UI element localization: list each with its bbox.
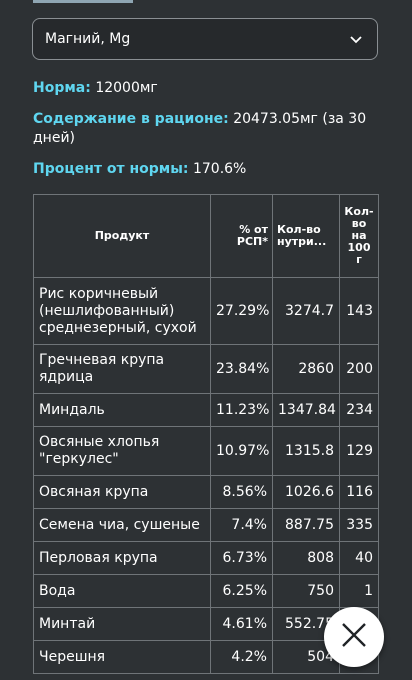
norm-line: Норма: 12000мг — [33, 79, 378, 98]
percent-line: Процент от нормы: 170.6% — [33, 160, 378, 179]
table-row: Миндаль 11.23% 1347.84 234 — [33, 393, 379, 427]
products-table: Продукт % от РСП* Кол-во нутри... Кол-во на… — [33, 194, 379, 674]
table-row: Овсяная крупа 8.56% 1026.6 116 — [33, 475, 379, 509]
nutrient-amount: 808 — [272, 541, 340, 575]
table-header-row: Продукт % от РСП* Кол-во нутри... Кол-во на… — [33, 194, 379, 278]
header-product[interactable]: Продукт — [33, 194, 211, 278]
nutrient-amount: 887.75 — [272, 508, 340, 542]
nutrient-amount: 1315.8 — [272, 426, 340, 476]
table-row: Семена чиа, сушеные 7.4% 887.75 335 — [33, 508, 379, 542]
amount-per-100g: 40 — [339, 541, 379, 575]
header-rsp-percent[interactable]: % от РСП* — [210, 194, 273, 278]
norm-value: 12000мг — [95, 80, 158, 96]
close-icon — [341, 622, 367, 652]
header-nutrient-amount[interactable]: Кол-во нутри... — [272, 194, 340, 278]
nutrient-amount: 1026.6 — [272, 475, 340, 509]
table-row: Гречневая крупа ядрица 23.84% 2860 200 — [33, 344, 379, 394]
rsp-percent: 10.97% — [210, 426, 273, 476]
product-name: Минтай — [33, 607, 211, 641]
rsp-percent: 11.23% — [210, 393, 273, 427]
amount-per-100g: 335 — [339, 508, 379, 542]
product-name: Миндаль — [33, 393, 211, 427]
rsp-percent: 7.4% — [210, 508, 273, 542]
amount-per-100g: 200 — [339, 344, 379, 394]
rsp-percent: 27.29% — [210, 277, 273, 345]
tab-indicator — [33, 0, 133, 3]
rsp-percent: 23.84% — [210, 344, 273, 394]
nutrient-amount: 1347.84 — [272, 393, 340, 427]
product-name: Вода — [33, 574, 211, 608]
table-row: Черешня 4.2% 504 — [33, 640, 379, 674]
product-name: Овсяные хлопья "геркулес" — [33, 426, 211, 476]
amount-per-100g: 129 — [339, 426, 379, 476]
percent-value: 170.6% — [192, 161, 247, 177]
product-name: Семена чиа, сушеные — [33, 508, 211, 542]
table-row: Рис коричневый (нешлифованный) среднезер… — [33, 277, 379, 345]
table-row: Овсяные хлопья "геркулес" 10.97% 1315.8 … — [33, 426, 379, 476]
rsp-percent: 4.61% — [210, 607, 273, 641]
amount-per-100g: 143 — [339, 277, 379, 345]
amount-per-100g: 1 — [339, 574, 379, 608]
close-button[interactable] — [324, 607, 384, 667]
nutrient-amount: 750 — [272, 574, 340, 608]
header-amount-per-100g[interactable]: Кол-во на 100 г — [339, 194, 379, 278]
content-line: Содержание в рационе: 20473.05мг (за 30 … — [33, 110, 378, 148]
nutrient-select[interactable]: Магний, Mg — [32, 18, 378, 60]
rsp-percent: 4.2% — [210, 640, 273, 674]
table-row: Вода 6.25% 750 1 — [33, 574, 379, 608]
nutrient-select-value: Магний, Mg — [45, 31, 131, 47]
rsp-percent: 6.73% — [210, 541, 273, 575]
norm-label: Норма: — [33, 80, 91, 96]
nutrient-amount: 2860 — [272, 344, 340, 394]
rsp-percent: 6.25% — [210, 574, 273, 608]
content-value: 20473.05мг (за 30 дней) — [33, 111, 367, 146]
product-name: Овсяная крупа — [33, 475, 211, 509]
product-name: Гречневая крупа ядрица — [33, 344, 211, 394]
product-name: Перловая крупа — [33, 541, 211, 575]
product-name: Черешня — [33, 640, 211, 674]
content-label: Содержание в рационе: — [33, 111, 229, 127]
percent-label: Процент от нормы: — [33, 161, 189, 177]
nutrient-amount: 3274.7 — [272, 277, 340, 345]
amount-per-100g: 116 — [339, 475, 379, 509]
table-row: Перловая крупа 6.73% 808 40 — [33, 541, 379, 575]
chevron-down-icon — [347, 30, 365, 48]
amount-per-100g: 234 — [339, 393, 379, 427]
rsp-percent: 8.56% — [210, 475, 273, 509]
product-name: Рис коричневый (нешлифованный) среднезер… — [33, 277, 211, 345]
